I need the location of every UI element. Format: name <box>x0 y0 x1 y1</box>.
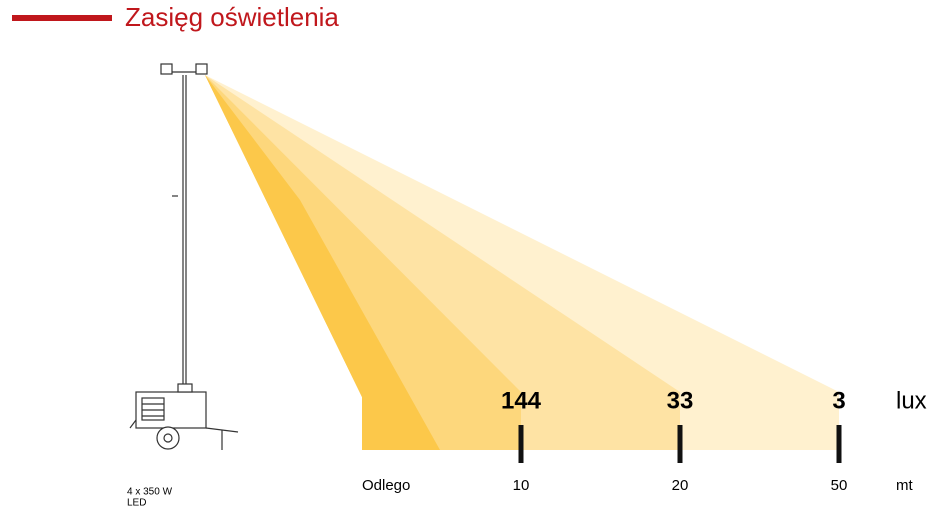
distance-value: 10 <box>513 477 530 494</box>
scale: 144 33 3 lux Odlego 10 20 50 mt <box>362 387 927 494</box>
lux-value: 3 <box>832 387 845 414</box>
distance-value: 50 <box>831 477 848 494</box>
title: Zasięg oświetlenia <box>125 2 339 32</box>
light-tower <box>129 63 239 450</box>
tick <box>677 425 683 463</box>
distance-unit: mt <box>896 477 913 494</box>
beam <box>205 75 521 450</box>
distance-value: 20 <box>672 477 689 494</box>
beam <box>205 75 680 450</box>
lux-value: 33 <box>667 387 694 414</box>
distance-label: Odlego <box>362 477 410 494</box>
tick <box>518 425 524 463</box>
title-bar <box>12 15 112 21</box>
tick <box>836 425 842 463</box>
lux-unit: lux <box>896 387 927 414</box>
device-type: LED <box>127 498 146 509</box>
beam <box>205 75 440 450</box>
light-beams <box>205 75 839 450</box>
lux-value: 144 <box>501 387 542 414</box>
device-power: 4 x 350 W <box>127 487 173 498</box>
